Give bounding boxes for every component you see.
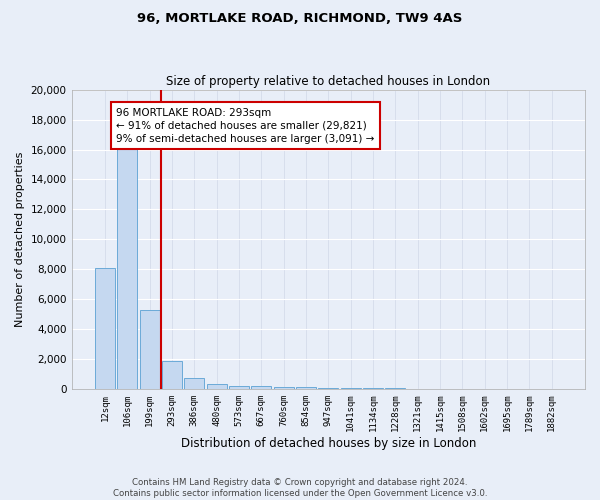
Bar [385, 388, 406, 389]
Bar [95, 268, 115, 389]
Bar [296, 387, 316, 389]
Bar [140, 310, 160, 389]
Bar [206, 384, 227, 389]
Bar [229, 386, 249, 389]
Bar [162, 362, 182, 389]
Bar [318, 388, 338, 389]
Bar [117, 142, 137, 389]
Bar [341, 388, 361, 389]
Text: Contains HM Land Registry data © Crown copyright and database right 2024.
Contai: Contains HM Land Registry data © Crown c… [113, 478, 487, 498]
Bar [274, 386, 293, 389]
Bar [251, 386, 271, 389]
Title: Size of property relative to detached houses in London: Size of property relative to detached ho… [166, 76, 490, 88]
X-axis label: Distribution of detached houses by size in London: Distribution of detached houses by size … [181, 437, 476, 450]
Bar [184, 378, 205, 389]
Text: 96 MORTLAKE ROAD: 293sqm
← 91% of detached houses are smaller (29,821)
9% of sem: 96 MORTLAKE ROAD: 293sqm ← 91% of detach… [116, 108, 374, 144]
Y-axis label: Number of detached properties: Number of detached properties [15, 152, 25, 327]
Text: 96, MORTLAKE ROAD, RICHMOND, TW9 4AS: 96, MORTLAKE ROAD, RICHMOND, TW9 4AS [137, 12, 463, 26]
Bar [363, 388, 383, 389]
